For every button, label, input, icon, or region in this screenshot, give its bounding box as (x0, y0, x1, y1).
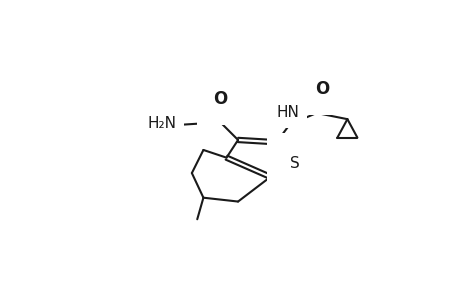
Text: HN: HN (276, 105, 299, 120)
Text: O: O (213, 90, 227, 108)
Text: S: S (290, 156, 299, 171)
Text: H₂N: H₂N (147, 116, 176, 130)
Text: O: O (314, 80, 328, 98)
